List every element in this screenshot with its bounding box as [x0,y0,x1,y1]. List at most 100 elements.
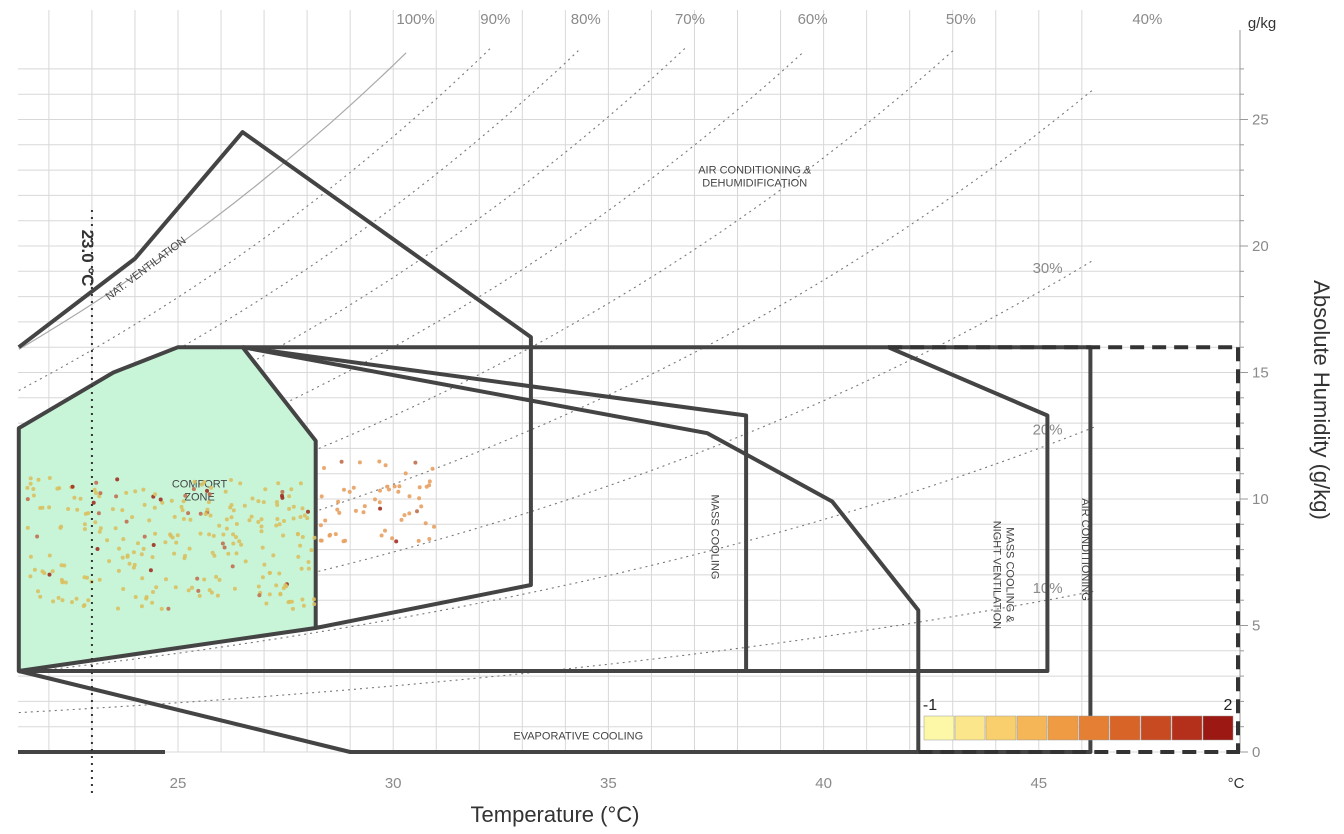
data-point [281,586,286,591]
data-point [82,575,87,580]
data-point [264,601,269,606]
data-point [207,532,212,537]
data-point [234,535,238,540]
data-point [312,535,317,540]
data-point [312,602,317,607]
data-point [120,508,125,513]
data-point [163,540,168,545]
data-point [63,580,68,585]
data-point [229,503,234,507]
y-tick-label: 0 [1252,744,1260,761]
data-point [298,515,303,519]
rh-label: 50% [946,11,976,28]
data-point [197,593,202,598]
data-point [47,553,52,558]
data-point [298,543,303,548]
data-point [211,533,216,538]
data-point [322,466,326,470]
data-point [319,538,324,543]
data-point [343,538,348,543]
data-point [116,606,120,611]
data-point [207,492,212,497]
data-point [231,541,236,546]
data-point [70,484,75,489]
data-point [212,553,217,558]
data-point [203,512,208,517]
setpoint-label: 23.0 °C [78,230,97,287]
data-point [151,543,156,547]
data-point [202,577,207,582]
data-point [47,505,52,510]
data-point [82,522,87,527]
data-point [416,538,421,543]
data-point [141,487,146,492]
data-point [142,502,147,507]
data-point [117,546,121,551]
data-point [276,481,281,486]
data-point [25,497,30,502]
data-point [287,494,292,499]
rh-label: 80% [571,11,601,28]
data-point [309,548,314,553]
data-point [55,486,60,491]
y-tick-label: 5 [1252,618,1260,635]
data-point [377,500,382,505]
data-point [196,588,201,593]
data-point [209,485,213,490]
rh-curve [18,258,1096,634]
data-point [361,510,366,515]
data-point [139,604,144,609]
data-point [239,542,244,547]
data-point [153,492,158,497]
data-point [383,463,388,468]
data-point [94,480,99,485]
data-point [180,508,185,513]
data-point [402,513,407,518]
data-point [347,489,352,494]
data-point [342,487,346,492]
data-point [94,491,98,495]
data-point [287,506,292,511]
zone-boundary [17,130,533,630]
data-point [198,531,203,536]
scale-swatch [1202,715,1234,741]
data-point [234,522,239,526]
data-point [217,577,222,582]
data-point [291,516,296,521]
data-point [82,527,87,532]
data-point [275,503,280,507]
data-point [274,523,279,528]
data-point [31,493,36,498]
data-point [181,517,186,521]
zone-label: MASS COOLING [709,494,721,579]
scale-swatch [923,715,955,741]
data-point [151,590,155,594]
zone-boundary [18,345,1050,673]
data-point [300,506,305,511]
data-point [186,588,191,593]
data-point [110,507,115,512]
data-point [259,524,264,529]
rh-label: 40% [1132,11,1162,28]
x-tick-label: 35 [600,775,617,792]
data-point [231,532,236,537]
data-point [97,577,102,582]
data-point [234,551,239,556]
data-point [131,550,136,555]
data-point [183,493,188,498]
data-point [377,459,382,464]
data-point [127,561,132,566]
rh-curve [18,50,579,432]
data-point [192,479,197,484]
data-point [333,532,338,537]
data-point [335,507,340,512]
data-point [262,562,267,567]
data-point [130,515,135,520]
data-point [427,483,432,488]
data-point [133,595,138,599]
data-point [336,499,341,504]
data-point [243,559,248,564]
data-point [238,481,243,486]
zone-label: ZONE [184,491,215,503]
data-point [50,569,55,574]
